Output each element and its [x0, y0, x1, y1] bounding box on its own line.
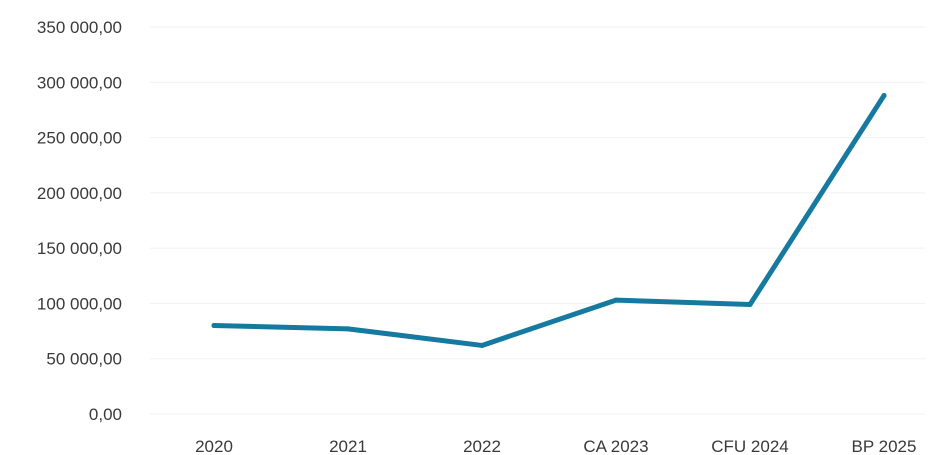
data-point [613, 297, 619, 303]
y-axis: 0,00 50 000,00 100 000,00 150 000,00 200 000… [37, 18, 122, 424]
x-tick-label: CA 2023 [583, 437, 648, 455]
data-point [479, 342, 485, 348]
x-tick-label: 2022 [463, 437, 501, 455]
series-line [211, 93, 887, 348]
x-tick-label: 2020 [195, 437, 233, 455]
x-axis: 2020 2021 2022 CA 2023 CFU 2024 BP 2025 [195, 437, 916, 455]
y-tick-label: 200 000,00 [37, 184, 122, 203]
y-tick-label: 50 000,00 [46, 350, 122, 369]
y-tick-label: 100 000,00 [37, 294, 122, 313]
x-tick-label: CFU 2024 [711, 437, 788, 455]
data-point [211, 323, 217, 329]
data-point [881, 93, 887, 99]
data-point [345, 326, 351, 332]
y-tick-label: 350 000,00 [37, 18, 122, 37]
series-layer [211, 93, 887, 348]
y-tick-label: 250 000,00 [37, 129, 122, 148]
x-tick-label: BP 2025 [852, 437, 917, 455]
y-tick-label: 300 000,00 [37, 73, 122, 92]
y-tick-label: 150 000,00 [37, 239, 122, 258]
gridlines [150, 26, 925, 415]
data-point [747, 302, 753, 308]
x-tick-label: 2021 [329, 437, 367, 455]
y-tick-label: 0,00 [89, 405, 122, 424]
